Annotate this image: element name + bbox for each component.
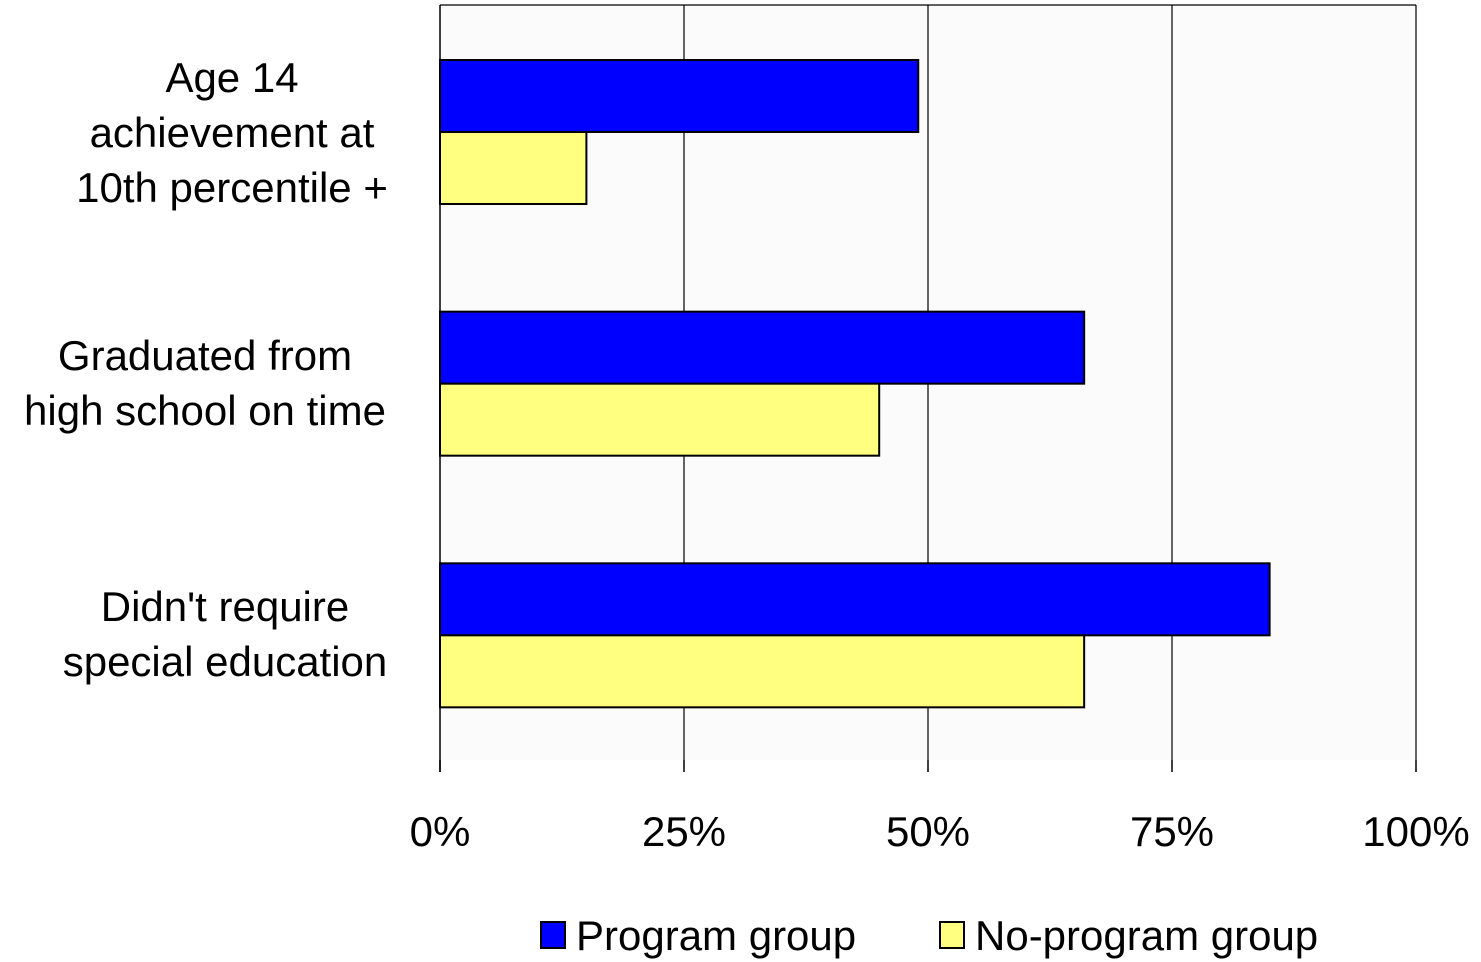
x-tick-label: 50%	[886, 808, 970, 855]
bar-no-program-0	[439, 131, 588, 205]
category-label-line: Graduated from	[58, 332, 352, 379]
bar-program-1	[439, 310, 1086, 385]
x-tick-label: 100%	[1362, 808, 1469, 855]
legend: Program group No-program group	[540, 912, 1318, 959]
bar-program-2	[439, 562, 1271, 637]
bars	[439, 59, 1271, 709]
legend-label: No-program group	[975, 912, 1318, 959]
legend-swatch	[939, 921, 965, 949]
category-label-line: Age 14	[165, 54, 298, 101]
category-label-line: special education	[63, 638, 388, 685]
category-label-line: Didn't require	[101, 583, 349, 630]
bar-no-program-1	[439, 382, 881, 457]
category-label-line: high school on time	[24, 387, 386, 434]
x-axis-ticks: 0% 25% 50% 75% 100%	[410, 760, 1470, 855]
legend-label: Program group	[576, 912, 856, 959]
bar-no-program-2	[439, 634, 1086, 709]
x-tick-label: 25%	[642, 808, 726, 855]
legend-swatch	[540, 921, 566, 949]
x-tick-label: 0%	[410, 808, 471, 855]
bar-program-0	[439, 59, 920, 133]
category-label-line: 10th percentile +	[76, 164, 388, 211]
category-label-line: achievement at	[90, 109, 375, 156]
category-labels: Age 14 achievement at 10th percentile + Gra…	[24, 54, 388, 685]
x-tick-label: 75%	[1130, 808, 1214, 855]
